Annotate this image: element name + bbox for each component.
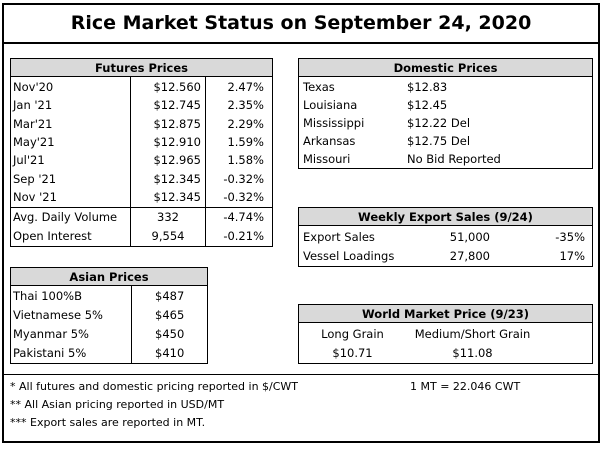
domestic-price: $12.22 Del: [407, 116, 471, 130]
open-interest-value: 9,554: [151, 229, 185, 243]
domestic-table: Domestic Prices: [298, 58, 593, 169]
futures-change: -0.32%: [223, 171, 264, 186]
futures-change: 2.35%: [227, 98, 264, 113]
footnote-asian: ** All Asian pricing reported in USD/MT: [10, 398, 225, 411]
world-price-table: World Market Price (9/23): [298, 304, 593, 364]
medium-grain-price: $11.08: [452, 346, 493, 360]
footnote-futures: * All futures and domestic pricing repor…: [10, 380, 299, 393]
futures-header: Futures Prices: [11, 59, 272, 77]
futures-table: Futures Prices: [10, 58, 273, 247]
medium-grain-label: Medium/Short Grain: [414, 327, 531, 341]
asian-name: Vietnamese 5%: [13, 308, 103, 322]
domestic-price: $12.45: [407, 98, 448, 112]
open-interest-label: Open Interest: [13, 229, 92, 243]
export-change: 17%: [559, 249, 585, 263]
futures-row-divider: [10, 207, 273, 208]
conversion-note: 1 MT = 22.046 CWT: [410, 380, 521, 393]
volume-change: -4.74%: [223, 210, 264, 224]
domestic-header: Domestic Prices: [299, 59, 592, 77]
asian-price: $450: [155, 327, 185, 341]
futures-change: 1.59%: [227, 134, 264, 149]
futures-price: $12.745: [153, 98, 201, 113]
asian-price: $487: [155, 289, 185, 303]
asian-header: Asian Prices: [11, 268, 207, 286]
domestic-state: Missouri: [303, 152, 351, 166]
footnote-export: *** Export sales are reported in MT.: [10, 416, 206, 429]
asian-name: Pakistani 5%: [13, 346, 87, 360]
futures-price: $12.965: [153, 153, 201, 168]
export-change: -35%: [555, 230, 585, 244]
report-frame: [2, 3, 600, 443]
open-interest-change: -0.21%: [223, 229, 264, 243]
export-label: Vessel Loadings: [303, 249, 395, 263]
footnote-divider: [2, 374, 600, 375]
futures-price: $12.910: [153, 134, 201, 149]
futures-price: $12.875: [153, 116, 201, 131]
domestic-price: $12.83: [407, 80, 448, 94]
volume-value: 332: [157, 210, 179, 224]
futures-col-divider-1: [130, 77, 131, 247]
futures-col-divider-2: [205, 77, 206, 247]
domestic-state: Mississippi: [303, 116, 365, 130]
asian-table: Asian Prices: [10, 267, 208, 364]
futures-change: 1.58%: [227, 153, 264, 168]
futures-month: Jul'21: [13, 153, 45, 168]
export-label: Export Sales: [303, 230, 375, 244]
futures-month: Jan '21: [13, 98, 53, 113]
domestic-price: No Bid Reported: [407, 152, 501, 166]
export-value: 27,800: [449, 249, 490, 263]
futures-price: $12.345: [153, 171, 201, 186]
world-price-header: World Market Price (9/23): [299, 305, 592, 323]
domestic-price: $12.75 Del: [407, 134, 471, 148]
title-divider: [2, 42, 600, 44]
futures-month: May'21: [13, 134, 55, 149]
export-table: Weekly Export Sales (9/24): [298, 207, 593, 267]
futures-price: $12.560: [153, 80, 201, 94]
domestic-state: Louisiana: [303, 98, 358, 112]
futures-month: Nov '21: [13, 189, 57, 204]
futures-change: 2.29%: [227, 116, 264, 131]
asian-name: Myanmar 5%: [13, 327, 89, 341]
domestic-state: Arkansas: [303, 134, 356, 148]
asian-price: $410: [155, 346, 185, 360]
domestic-state: Texas: [303, 80, 335, 94]
asian-price: $465: [155, 308, 185, 322]
long-grain-label: Long Grain: [321, 327, 384, 341]
page-title: Rice Market Status on September 24, 2020: [70, 12, 532, 34]
export-value: 51,000: [449, 230, 490, 244]
futures-change: 2.47%: [227, 80, 264, 94]
export-header: Weekly Export Sales (9/24): [299, 208, 592, 226]
asian-col-divider: [131, 286, 132, 364]
asian-name: Thai 100%B: [13, 289, 82, 303]
long-grain-price: $10.71: [332, 346, 373, 360]
futures-change: -0.32%: [223, 189, 264, 204]
futures-month: Mar'21: [13, 116, 53, 131]
futures-price: $12.345: [153, 189, 201, 204]
futures-month: Sep '21: [13, 171, 57, 186]
volume-label: Avg. Daily Volume: [13, 210, 118, 224]
futures-month: Nov'20: [13, 80, 54, 94]
